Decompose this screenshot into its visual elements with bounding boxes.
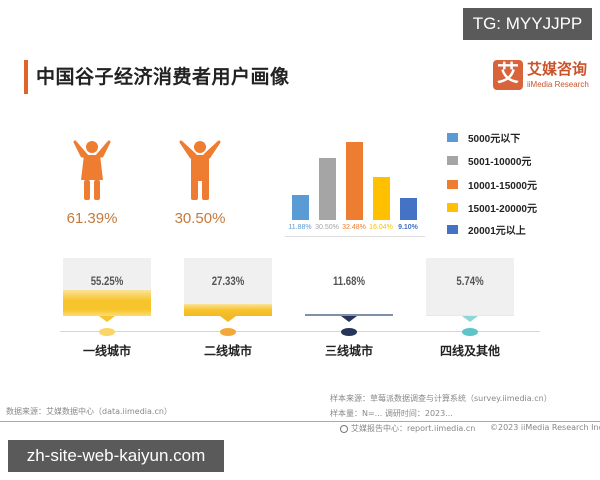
income-label-1: 11.88% [288, 224, 312, 231]
legend-swatch [447, 156, 458, 165]
city-axis-line [60, 331, 540, 332]
legend-item: 5000元以下 [447, 130, 520, 145]
tier-pointer [341, 316, 357, 322]
logo-icon: 艾 [493, 60, 523, 90]
brand-logo: 艾 艾媒咨询 iiMedia Research [493, 58, 598, 98]
income-bar-1 [292, 195, 309, 220]
gender-female: 61.39% [62, 140, 122, 227]
watermark-badge: TG: MYYJJPP [463, 8, 592, 40]
tier-label: 四线及其他 [439, 344, 500, 358]
legend-swatch [447, 180, 458, 189]
income-legend: 5000元以下 5001-10000元 10001-15000元 15001-2… [447, 130, 597, 237]
legend-item: 20001元以上 [447, 222, 526, 237]
tier-card-4: 5.74% [426, 258, 514, 316]
legend-item: 10001-15000元 [447, 177, 537, 192]
page-title: 中国谷子经济消费者用户画像 [36, 66, 290, 88]
tier-card-1: 55.25% [63, 258, 151, 316]
female-icon [73, 140, 111, 200]
logo-name-en: iiMedia Research [527, 80, 589, 89]
url-watermark-badge: zh-site-web-kaiyun.com [8, 440, 224, 472]
report-center-icon [340, 424, 348, 433]
tier-percentage: 11.68% [332, 274, 366, 288]
sample-source-note: 样本来源：草莓派数据调查与计算系统（survey.iimedia.cn） [330, 394, 552, 403]
legend-item: 5001-10000元 [447, 153, 531, 168]
legend-swatch [447, 203, 458, 212]
report-center-note: 艾媒报告中心：report.iimedia.cn [340, 423, 475, 434]
income-label-5: 9.10% [398, 224, 418, 231]
tier-fill [63, 290, 151, 316]
logo-name-cn: 艾媒咨询 [527, 60, 588, 78]
tier-percentage: 5.74% [456, 274, 484, 288]
income-label-2: 30.50% [315, 224, 339, 231]
income-bar-4 [373, 177, 390, 220]
income-bar-5 [400, 198, 417, 220]
legend-item: 15001-20000元 [447, 200, 537, 215]
tier-card-2: 27.33% [184, 258, 272, 316]
legend-swatch [447, 133, 458, 142]
income-bar-3 [346, 142, 363, 220]
income-baseline [285, 236, 425, 237]
tier-label: 一线城市 [82, 344, 131, 358]
income-plot-area [285, 130, 425, 220]
tier-percentage: 55.25% [90, 274, 124, 288]
legend-swatch [447, 225, 458, 234]
sample-size-note: 样本量：N=... 调研时间：2023... [330, 409, 453, 418]
tier-pointer [99, 316, 115, 322]
gender-male: 30.50% [170, 140, 230, 227]
income-label-3: 32.48% [342, 224, 366, 231]
legend-label: 20001元以上 [468, 226, 526, 237]
legend-label: 5000元以下 [468, 134, 521, 145]
tier-pointer [462, 316, 478, 322]
footer-divider [0, 421, 600, 422]
income-bar-chart: 11.88% 30.50% 32.48% 16.04% 9.10% [285, 130, 425, 237]
male-percentage: 30.50% [174, 210, 226, 227]
tier-label: 二线城市 [203, 344, 252, 358]
tier-fill [305, 314, 393, 316]
tier-fill [184, 304, 272, 316]
tier-fill [426, 315, 514, 316]
report-center-text: 艾媒报告中心：report.iimedia.cn [351, 424, 476, 433]
legend-label: 15001-20000元 [468, 204, 537, 215]
title-accent-bar [24, 60, 28, 94]
tier-dot [220, 328, 236, 336]
female-percentage: 61.39% [66, 210, 118, 227]
male-icon [179, 140, 221, 200]
tier-dot [341, 328, 357, 336]
copyright-note: ©2023 iiMedia Research Inc [490, 423, 600, 432]
tier-dot [462, 328, 478, 336]
income-bar-2 [319, 158, 336, 220]
legend-label: 5001-10000元 [468, 157, 532, 168]
tier-label: 三线城市 [324, 344, 373, 358]
tier-percentage: 27.33% [211, 274, 245, 288]
tier-pointer [220, 316, 236, 322]
legend-label: 10001-15000元 [468, 181, 537, 192]
data-source-note: 数据来源：艾媒数据中心（data.iimedia.cn） [6, 407, 172, 416]
tier-dot [99, 328, 115, 336]
tier-card-3: 11.68% [305, 258, 393, 316]
income-label-4: 16.04% [369, 224, 393, 231]
